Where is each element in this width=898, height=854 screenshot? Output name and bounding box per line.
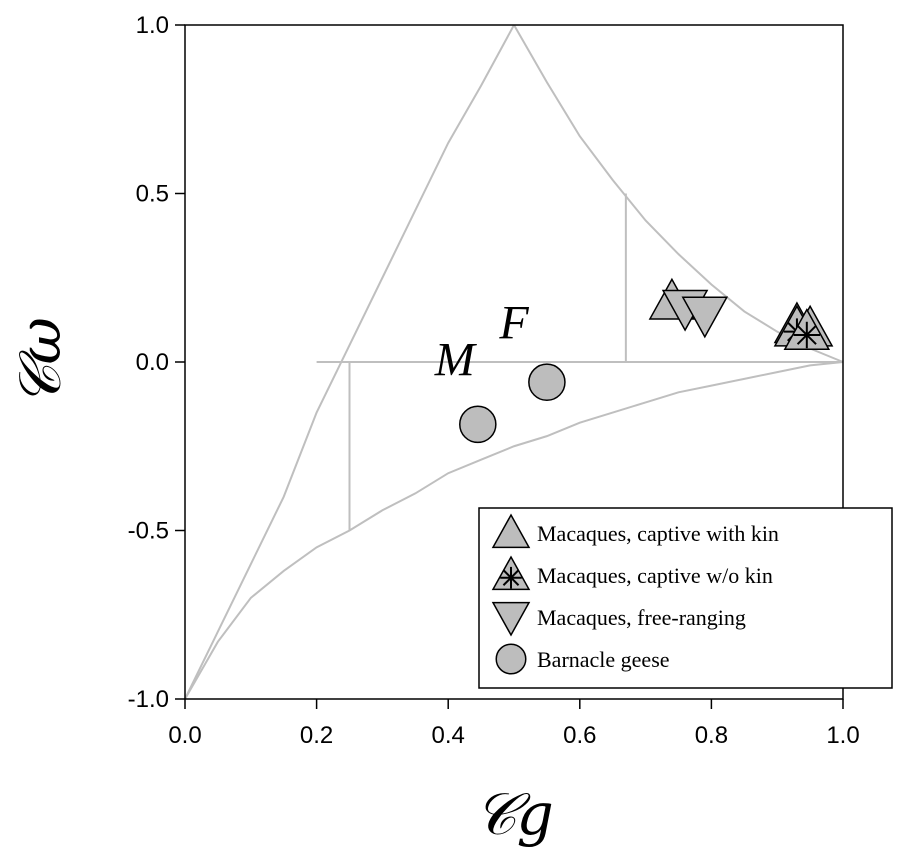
legend-entry-label: Macaques, captive with kin: [537, 521, 779, 546]
legend-marker: [491, 601, 531, 637]
legend-entry-label: Macaques, free-ranging: [537, 605, 746, 630]
data-points: [459, 277, 834, 444]
y-tick-label: -0.5: [128, 518, 169, 545]
boundary-line-2: [184, 361, 844, 700]
series-1: [773, 304, 831, 351]
legend-marker: [495, 643, 527, 675]
y-tick-label: 0.5: [136, 181, 169, 208]
legend-marker: [491, 513, 531, 549]
x-tick-label: 1.0: [826, 722, 859, 749]
series-3: [459, 363, 566, 444]
legend-box: [478, 507, 893, 689]
y-tick-label: 0.0: [136, 349, 169, 376]
data-point: [459, 405, 497, 444]
boundary-line-0: [184, 24, 515, 700]
legend-entry-label: Barnacle geese: [537, 647, 670, 672]
data-point-asterisk: [793, 321, 821, 349]
annotation-label: F: [498, 296, 529, 349]
legend-marker-asterisk: [500, 566, 522, 589]
x-tick-label: 0.6: [563, 722, 596, 749]
x-tick-label: 0.4: [432, 722, 465, 749]
data-point: [528, 363, 566, 402]
series-2: [661, 289, 729, 339]
x-axis-label: 𝒞g: [474, 780, 553, 848]
annotation-label: M: [434, 333, 478, 386]
y-tick-label: 1.0: [136, 12, 169, 39]
x-tick-label: 0.8: [695, 722, 728, 749]
annotations: MF: [434, 296, 530, 386]
data-point: [681, 296, 729, 339]
x-tick-label: 0.0: [168, 722, 201, 749]
x-tick-label: 0.2: [300, 722, 333, 749]
boundary-lines: [184, 24, 844, 700]
axis-ticks: 0.0 0.2 0.4 0.6 0.8 1.0 -1.0 -0.5 0.0 0.5 1.0: [128, 12, 860, 749]
legend: Macaques, captive with kin Macaques, capt…: [478, 507, 893, 689]
legend-entry-label: Macaques, captive w/o kin: [537, 563, 773, 588]
y-tick-label: -1.0: [128, 686, 169, 713]
y-axis-label: 𝒞ω: [6, 317, 74, 407]
